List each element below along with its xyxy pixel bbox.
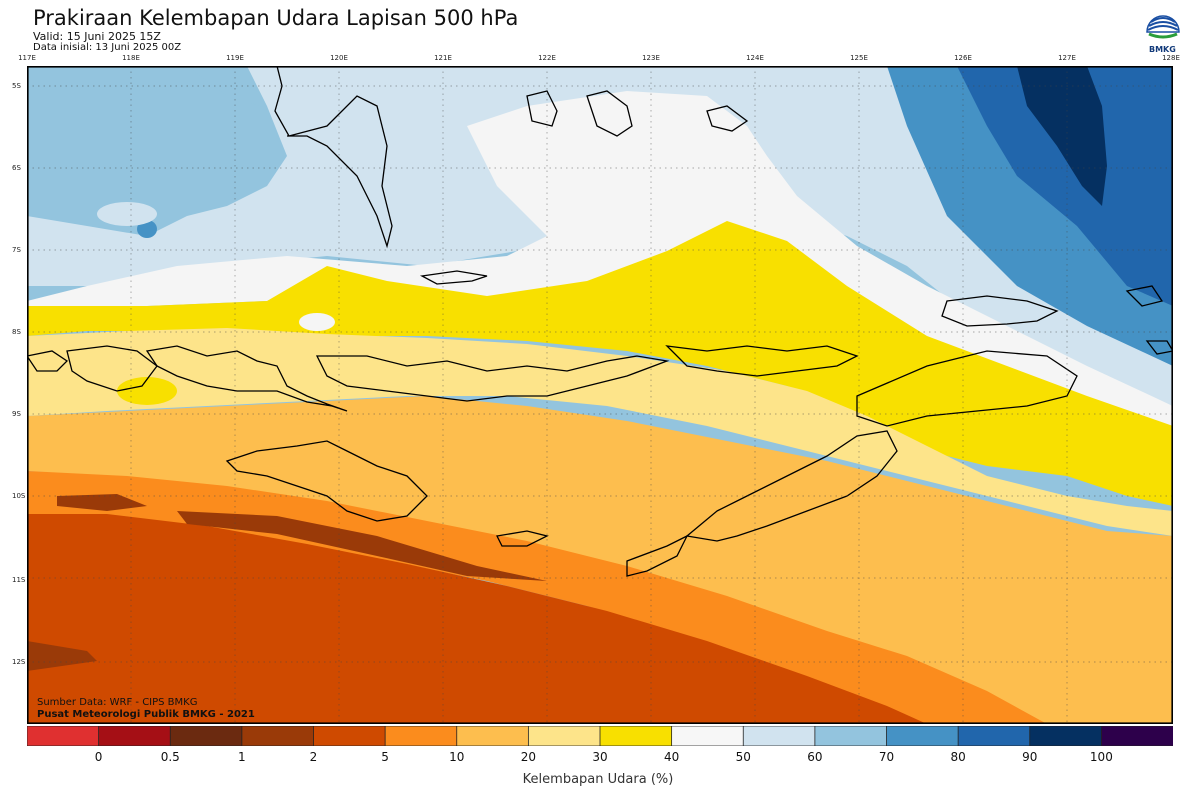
lat-label: 11S — [12, 576, 26, 584]
colorbar-label: 20 — [520, 750, 537, 764]
colorbar-label: 0 — [94, 750, 103, 764]
lat-label: 12S — [12, 658, 26, 666]
island-north-1 — [526, 90, 558, 127]
lon-label: 124E — [746, 54, 764, 62]
patch-white-2 — [299, 313, 335, 331]
colorbar-swatch — [886, 726, 960, 746]
lon-label: 122E — [538, 54, 556, 62]
lombok-coast — [66, 345, 158, 392]
lat-label: 8S — [12, 328, 21, 336]
lat-label: 9S — [12, 410, 21, 418]
band-80-90 — [957, 66, 1173, 306]
lon-label: 121E — [434, 54, 452, 62]
patch-white-1 — [97, 202, 157, 226]
lat-label: 7S — [12, 246, 21, 254]
band-1-2b — [177, 511, 547, 581]
lon-label: 120E — [330, 54, 348, 62]
map-frame — [27, 66, 1173, 724]
colorbar-label: 0.5 — [160, 750, 180, 764]
band-2-5 — [27, 514, 927, 724]
band-1-2 — [57, 494, 147, 511]
data-source: Sumber Data: WRF - CIPS BMKG — [37, 697, 198, 708]
lon-label: 118E — [122, 54, 140, 62]
colorbar-swatch — [384, 726, 458, 746]
wetar-coast — [941, 295, 1059, 327]
colorbar-swatch — [456, 726, 530, 746]
band-1-2c — [27, 641, 97, 671]
alor-coast — [665, 345, 859, 377]
colorbar-label: 100 — [1089, 750, 1113, 764]
lon-label: 119E — [226, 54, 244, 62]
band-20-30 — [27, 328, 1173, 536]
colorbar-swatch — [313, 726, 387, 746]
colorbar-swatch — [241, 726, 315, 746]
colorbar-label: 30 — [592, 750, 608, 764]
island-east-2 — [1145, 340, 1173, 355]
island-selayar — [419, 270, 488, 285]
graticule — [27, 66, 1173, 724]
lat-label: 5S — [12, 82, 21, 90]
colorbar-swatch — [742, 726, 816, 746]
lon-label: 123E — [642, 54, 660, 62]
lon-label: 125E — [850, 54, 868, 62]
lat-label: 10S — [12, 492, 26, 500]
colorbar-label: 60 — [807, 750, 823, 764]
patch-70-80 — [137, 220, 157, 238]
band-90-100 — [1017, 66, 1107, 206]
colorbar-swatch — [671, 726, 745, 746]
colorbar-label: 40 — [663, 750, 680, 764]
rote-coast — [626, 534, 689, 577]
colorbar-swatch — [814, 726, 888, 746]
valid-time: Valid: 15 Juni 2025 15Z — [33, 30, 161, 43]
flores-coast — [315, 355, 670, 402]
colorbar-label: 50 — [735, 750, 751, 764]
timor-leste-border — [856, 350, 1078, 427]
colorbar-label: 70 — [878, 750, 895, 764]
colorbar-swatch — [599, 726, 673, 746]
lon-label: 127E — [1058, 54, 1076, 62]
timor-coast — [685, 430, 898, 542]
coastlines — [27, 66, 1173, 577]
lon-label: 128E — [1162, 54, 1180, 62]
colorbar-label: 5 — [381, 750, 389, 764]
colorbar-label: 80 — [950, 750, 966, 764]
band-50-60b — [27, 66, 1173, 406]
bali-coast — [27, 350, 69, 372]
colorbar-swatch — [1100, 726, 1173, 746]
colorbar-swatch — [98, 726, 172, 746]
lon-label: 126E — [954, 54, 972, 62]
island-north-2 — [586, 90, 633, 137]
island-east-1 — [1125, 285, 1164, 307]
colorbar-swatch — [527, 726, 601, 746]
band-40-50 — [27, 91, 1173, 446]
savu-coast — [496, 530, 549, 547]
lon-label: 117E — [18, 54, 36, 62]
colorbar-swatch — [1029, 726, 1103, 746]
logo-text: BMKG — [1149, 45, 1176, 54]
colorbar — [27, 726, 1173, 746]
map-title: Prakiraan Kelembapan Udara Lapisan 500 h… — [33, 6, 519, 30]
colorbar-label: 1 — [238, 750, 246, 764]
colorbar-swatch — [27, 726, 100, 746]
island-north-3 — [706, 105, 749, 132]
colorbar-swatch — [957, 726, 1031, 746]
sulawesi-coast — [274, 66, 393, 249]
patch-yellow-1 — [117, 377, 177, 405]
lat-label: 6S — [12, 164, 21, 172]
sumbawa-coast — [145, 345, 348, 412]
initial-time: Data inisial: 13 Juni 2025 00Z — [33, 42, 182, 53]
colorbar-swatch — [169, 726, 243, 746]
credit-center: Pusat Meteorologi Publik BMKG - 2021 — [37, 709, 255, 720]
colorbar-label: 2 — [309, 750, 318, 764]
colorbar-label: 90 — [1022, 750, 1038, 764]
humidity-map — [27, 66, 1173, 724]
colorbar-title: Kelembapan Udara (%) — [522, 772, 674, 787]
sumba-coast — [225, 440, 428, 522]
colorbar-label: 10 — [449, 750, 465, 764]
bmkg-logo-icon — [1146, 15, 1180, 39]
